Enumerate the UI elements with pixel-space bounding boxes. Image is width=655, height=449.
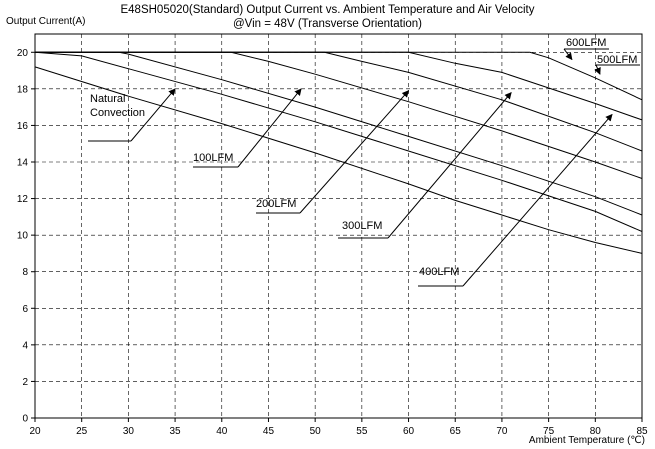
y-tick-label: 10 bbox=[17, 231, 29, 242]
annotation-arrow bbox=[299, 90, 410, 214]
x-tick-label: 35 bbox=[170, 426, 182, 437]
x-tick-label: 40 bbox=[216, 426, 228, 437]
y-axis-label: Output Current(A) bbox=[6, 16, 86, 27]
annotation-label: Convection bbox=[90, 107, 145, 119]
series-line bbox=[34, 51, 643, 232]
annotation-label: 600LFM bbox=[566, 37, 606, 49]
annotation-label: 200LFM bbox=[256, 198, 296, 210]
series-line bbox=[35, 51, 643, 216]
x-tick-label: 70 bbox=[496, 426, 508, 437]
y-tick-label: 8 bbox=[22, 267, 28, 278]
x-tick-label: 30 bbox=[123, 426, 135, 437]
annotation-arrow bbox=[563, 48, 573, 61]
y-tick-label: 18 bbox=[17, 84, 29, 95]
chart-subtitle: @Vin = 48V (Transverse Orientation) bbox=[232, 18, 423, 30]
x-axis-label: Ambient Temperature (℃) bbox=[528, 435, 645, 446]
annotation-label: 400LFM bbox=[419, 266, 459, 278]
y-tick-label: 4 bbox=[22, 340, 28, 351]
annotation-label: 500LFM bbox=[597, 54, 637, 66]
x-tick-label: 75 bbox=[543, 426, 555, 437]
y-tick-label: 6 bbox=[22, 304, 28, 315]
x-tick-label: 65 bbox=[450, 426, 462, 437]
y-tick-label: 12 bbox=[17, 194, 29, 205]
annotation-label: 300LFM bbox=[342, 220, 382, 232]
x-tick-label: 45 bbox=[263, 426, 275, 437]
annotation-label: 100LFM bbox=[193, 152, 233, 164]
x-tick-label: 20 bbox=[29, 426, 41, 437]
y-tick-label: 14 bbox=[17, 158, 29, 169]
series-line bbox=[35, 51, 643, 101]
x-tick-label: 50 bbox=[310, 426, 322, 437]
y-tick-label: 16 bbox=[17, 121, 29, 132]
annotation-arrow bbox=[462, 113, 613, 287]
x-tick-label: 85 bbox=[636, 426, 648, 437]
series-line bbox=[34, 66, 643, 254]
y-tick-label: 0 bbox=[22, 414, 28, 425]
chart-title: E48SH05020(Standard) Output Current vs. … bbox=[120, 4, 535, 16]
x-tick-label: 60 bbox=[403, 426, 415, 437]
annotation-label: Natural bbox=[90, 93, 125, 105]
series-line bbox=[35, 51, 643, 179]
annotation-arrow bbox=[237, 88, 302, 168]
series-line bbox=[35, 51, 643, 152]
plot-frame bbox=[34, 33, 643, 419]
y-tick-label: 2 bbox=[22, 377, 28, 388]
annotation-arrow bbox=[130, 88, 176, 142]
x-tick-label: 25 bbox=[76, 426, 88, 437]
y-tick-label: 20 bbox=[17, 48, 29, 59]
x-tick-label: 55 bbox=[356, 426, 368, 437]
x-tick-label: 80 bbox=[590, 426, 602, 437]
annotation-arrow bbox=[594, 64, 601, 75]
annotation-arrow bbox=[387, 91, 512, 239]
